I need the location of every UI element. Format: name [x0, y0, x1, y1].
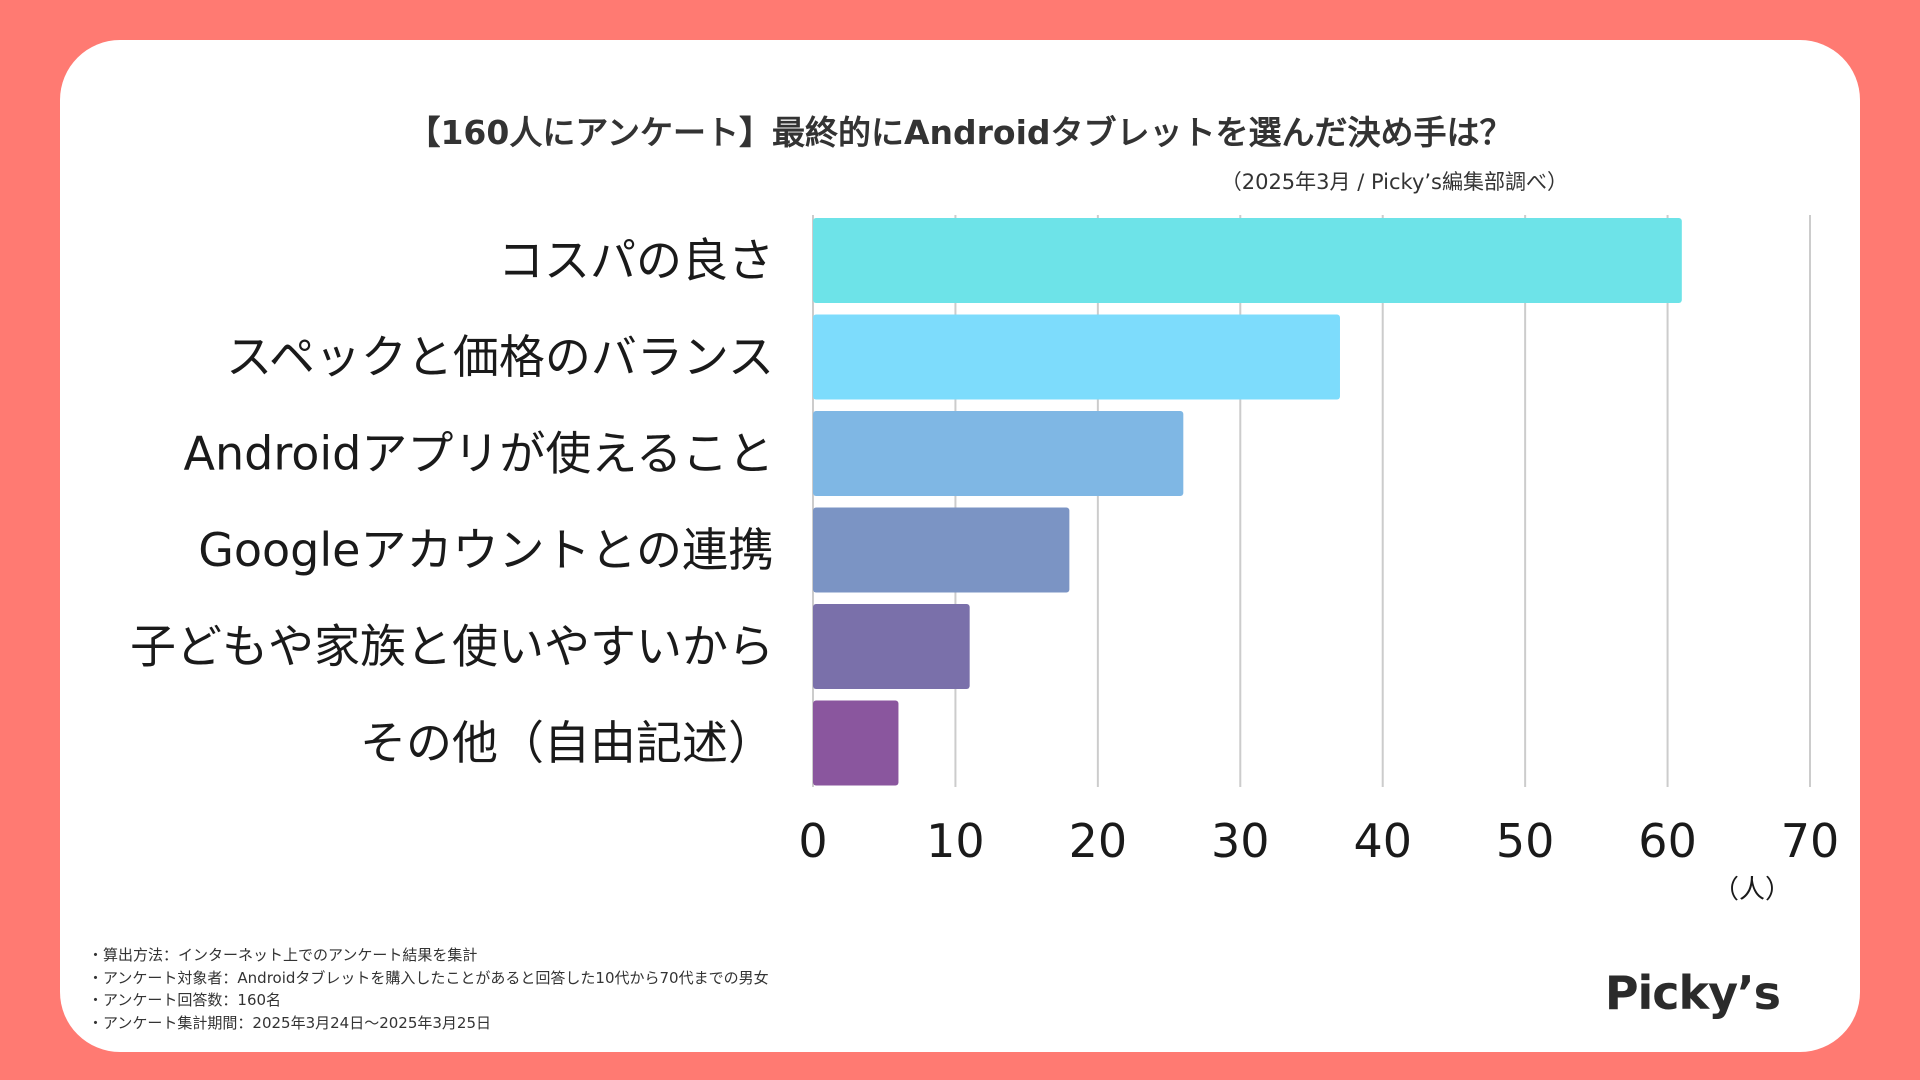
bar-1	[813, 218, 1682, 303]
x-tick-label-30: 30	[1211, 814, 1270, 868]
bar-3	[813, 411, 1184, 496]
x-tick-label-50: 50	[1496, 814, 1555, 868]
x-tick-label-10: 10	[926, 814, 985, 868]
category-label-2: スペックと価格のバランス	[226, 330, 774, 384]
category-label-3: Androidアプリが使えること	[184, 427, 774, 481]
note-count: ・アンケート回答数：160名	[88, 991, 282, 1009]
note-period: ・アンケート集計期間：2025年3月24日〜2025年3月25日	[88, 1013, 492, 1032]
bar-6	[813, 700, 899, 786]
survey-notes: ・算出方法：インターネット上でのアンケート結果を集計 ・アンケート対象者：And…	[88, 944, 769, 1034]
x-tick-label-60: 60	[1638, 814, 1697, 868]
x-tick-label-0: 0	[798, 814, 827, 868]
note-target: ・アンケート対象者：Androidタブレットを購入したことがあると回答した10代…	[88, 968, 769, 987]
bar-layer	[813, 218, 1682, 786]
category-label-6: その他（自由記述）	[360, 716, 774, 770]
x-tick-label-20: 20	[1069, 814, 1128, 868]
chart-source: （2025年3月 / Picky’s編集部調べ）	[1220, 170, 1568, 194]
grid-layer	[812, 215, 1811, 787]
x-axis-unit-label: （人）	[1713, 875, 1791, 905]
bar-5	[813, 604, 970, 689]
category-label-1: コスパの良さ	[498, 234, 774, 288]
tick-label-layer: 0 10 20 30 40 50 60 70	[798, 814, 1839, 868]
bar-4	[813, 507, 1070, 593]
category-label-4: Googleアカウントとの連携	[198, 523, 774, 577]
brand-logo: Picky’s	[1604, 966, 1781, 1020]
x-tick-label-40: 40	[1353, 814, 1412, 868]
bar-2	[813, 314, 1340, 400]
x-tick-label-70: 70	[1781, 814, 1840, 868]
category-label-5: 子どもや家族と使いやすいから	[130, 620, 774, 674]
chart-card: 【160人にアンケート】最終的にAndroidタブレットを選んだ決め手は？ （2…	[60, 40, 1860, 1052]
note-method: ・算出方法：インターネット上でのアンケート結果を集計	[88, 946, 478, 964]
chart-title: 【160人にアンケート】最終的にAndroidタブレットを選んだ決め手は？	[407, 113, 1513, 152]
